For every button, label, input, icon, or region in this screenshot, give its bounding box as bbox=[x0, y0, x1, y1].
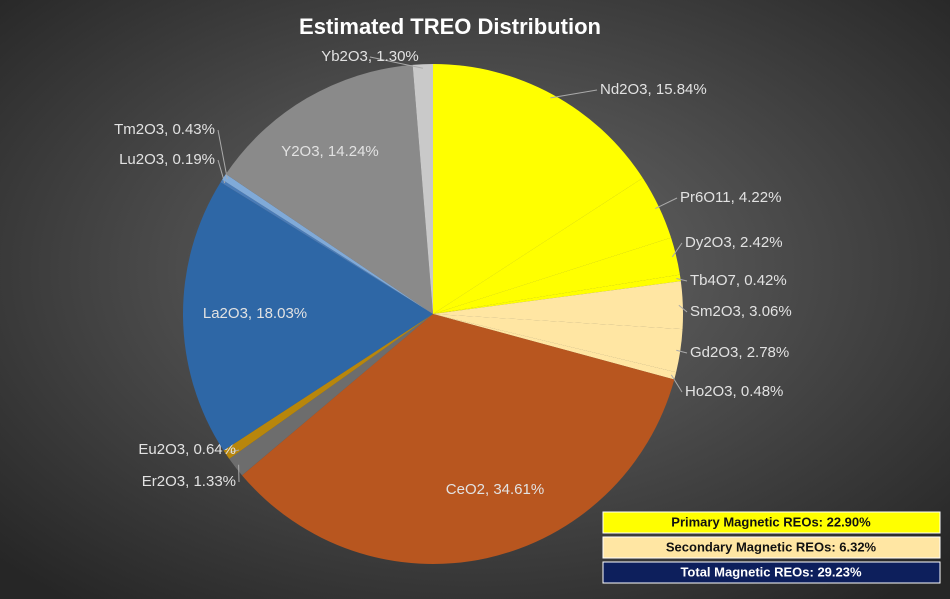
pie-slice bbox=[229, 314, 433, 476]
pie-slice bbox=[183, 182, 433, 451]
data-label: Tm2O3, 0.43% bbox=[114, 121, 215, 138]
summary-text: Primary Magnetic REOs: 22.90% bbox=[671, 514, 871, 529]
data-label: La2O3, 18.03% bbox=[203, 305, 307, 322]
leader-line bbox=[369, 56, 424, 69]
leader-line bbox=[229, 449, 240, 453]
leader-line bbox=[655, 197, 678, 210]
data-label: Er2O3, 1.33% bbox=[142, 473, 236, 490]
pie-slice bbox=[223, 314, 433, 459]
leader-line bbox=[676, 349, 688, 354]
data-label: CeO2, 34.61% bbox=[446, 481, 544, 498]
summary-row bbox=[602, 536, 941, 559]
data-label: Tb4O7, 0.42% bbox=[690, 272, 787, 289]
leader-line bbox=[676, 277, 688, 282]
chart-title: Estimated TREO Distribution bbox=[299, 14, 601, 39]
pie-slice bbox=[412, 64, 433, 314]
pie-slice bbox=[433, 274, 681, 314]
data-label: Dy2O3, 2.42% bbox=[685, 234, 783, 251]
leader-line bbox=[550, 89, 598, 99]
summary-row bbox=[602, 561, 941, 584]
data-label: Pr6O11, 4.22% bbox=[680, 189, 781, 206]
leader-line bbox=[217, 129, 228, 180]
data-label: Sm2O3, 3.06% bbox=[690, 303, 792, 320]
pie-slice bbox=[433, 177, 672, 314]
pie-slice bbox=[225, 64, 433, 315]
summary-row bbox=[602, 511, 941, 534]
leader-line bbox=[678, 304, 688, 313]
leader-line bbox=[670, 374, 683, 393]
data-label: Nd2O3, 15.84% bbox=[600, 81, 707, 98]
leader-line bbox=[671, 242, 683, 258]
summary-text: Secondary Magnetic REOs: 6.32% bbox=[666, 539, 877, 554]
data-label: Y2O3, 14.24% bbox=[281, 143, 379, 160]
pie-slice bbox=[433, 237, 680, 314]
data-label: Yb2O3, 1.30% bbox=[321, 48, 419, 65]
data-label: Gd2O3, 2.78% bbox=[690, 344, 789, 361]
data-label: Eu2O3, 0.64% bbox=[138, 441, 236, 458]
data-label: Ho2O3, 0.48% bbox=[685, 383, 783, 400]
pie-slice bbox=[433, 314, 683, 373]
pie-slice bbox=[242, 314, 675, 565]
summary-text: Total Magnetic REOs: 29.23% bbox=[680, 564, 862, 579]
data-label: Lu2O3, 0.19% bbox=[119, 151, 215, 168]
pie-slice bbox=[433, 64, 643, 314]
pie-slice bbox=[433, 281, 683, 330]
pie-slice bbox=[220, 179, 433, 314]
pie-slice bbox=[433, 314, 677, 380]
pie-slice bbox=[222, 174, 433, 314]
